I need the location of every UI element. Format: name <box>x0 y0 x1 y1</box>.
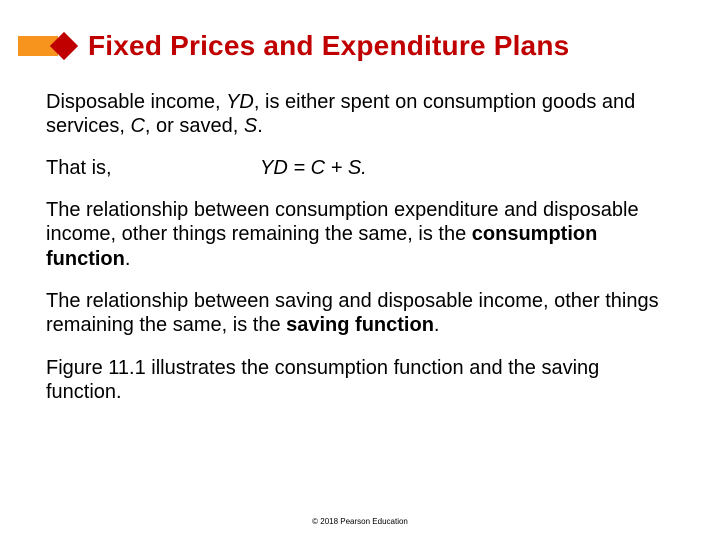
title-row: Fixed Prices and Expenditure Plans <box>0 0 720 80</box>
p1-s: S <box>244 115 257 137</box>
paragraph-1: Disposable income, YD, is either spent o… <box>46 90 674 139</box>
p3-c: . <box>125 248 131 270</box>
page-title: Fixed Prices and Expenditure Plans <box>88 30 569 62</box>
body: Disposable income, YD, is either spent o… <box>0 80 720 405</box>
paragraph-5: Figure 11.1 illustrates the consumption … <box>46 356 674 405</box>
equation-row: That is, YD = C + S. <box>46 157 674 180</box>
p1-yd: YD <box>226 91 254 113</box>
p1-c: C <box>130 115 144 137</box>
paragraph-3: The relationship between consumption exp… <box>46 198 674 271</box>
title-bullet-icon <box>18 31 78 61</box>
p1-end: . <box>257 115 263 137</box>
p4-c: . <box>434 314 440 336</box>
p4-b: saving function <box>286 314 434 336</box>
footer-copyright: © 2018 Pearson Education <box>0 517 720 526</box>
paragraph-4: The relationship between saving and disp… <box>46 289 674 338</box>
p1-text-c2: , or saved, <box>145 115 244 137</box>
equation-lead: That is, <box>46 157 260 180</box>
p1-text-a: Disposable income, <box>46 91 226 113</box>
slide: Fixed Prices and Expenditure Plans Dispo… <box>0 0 720 540</box>
equation-formula: YD = C + S. <box>260 157 367 180</box>
